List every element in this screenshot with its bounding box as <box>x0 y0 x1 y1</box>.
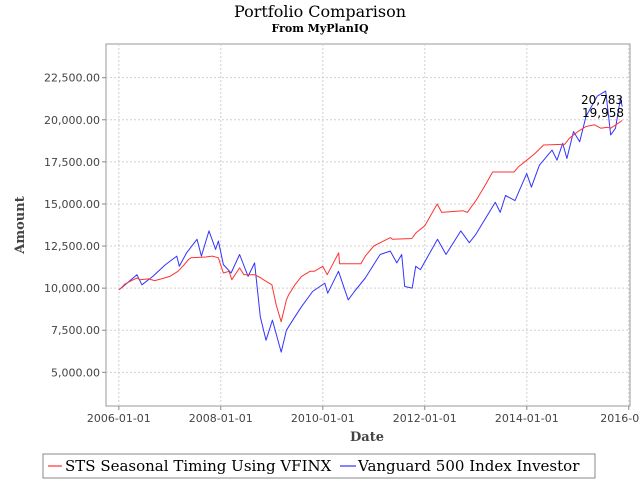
end-label-blue: 20,783 <box>581 93 623 107</box>
axis-ticks: 5,000.00 7,500.00 10,000.00 12,500.00 15,000… <box>44 72 640 425</box>
plot-area <box>105 43 631 407</box>
series-line-1 <box>118 90 623 353</box>
chart-title: Portfolio Comparison <box>234 2 406 21</box>
y-tick-label: 5,000.00 <box>51 366 100 379</box>
x-tick-label: 2010-01-01 <box>291 412 355 425</box>
legend-label-sts: STS Seasonal Timing Using VFINX <box>65 457 332 475</box>
chart-subtitle: From MyPlanIQ <box>271 22 369 35</box>
y-tick-label: 17,500.00 <box>44 156 100 169</box>
y-tick-label: 22,500.00 <box>44 72 100 85</box>
x-axis-label: Date <box>350 430 384 445</box>
series-lines <box>118 90 623 353</box>
end-label-red: 19,958 <box>582 106 624 120</box>
grid-lines <box>106 44 630 406</box>
legend-box <box>42 453 596 479</box>
x-tick-label: 2016-01-0 <box>600 412 640 425</box>
y-tick-label: 20,000.00 <box>44 114 100 127</box>
y-tick-label: 15,000.00 <box>44 198 100 211</box>
y-tick-label: 10,000.00 <box>44 282 100 295</box>
x-tick-label: 2006-01-01 <box>87 412 151 425</box>
x-tick-label: 2014-01-01 <box>495 412 559 425</box>
series-line-0 <box>118 120 623 323</box>
y-tick-label: 12,500.00 <box>44 240 100 253</box>
x-tick-label: 2008-01-01 <box>189 412 253 425</box>
y-tick-label: 7,500.00 <box>51 324 100 337</box>
y-axis-label: Amount <box>13 196 28 254</box>
x-tick-label: 2012-01-01 <box>393 412 457 425</box>
legend-label-vfinx: Vanguard 500 Index Investor <box>357 457 580 475</box>
